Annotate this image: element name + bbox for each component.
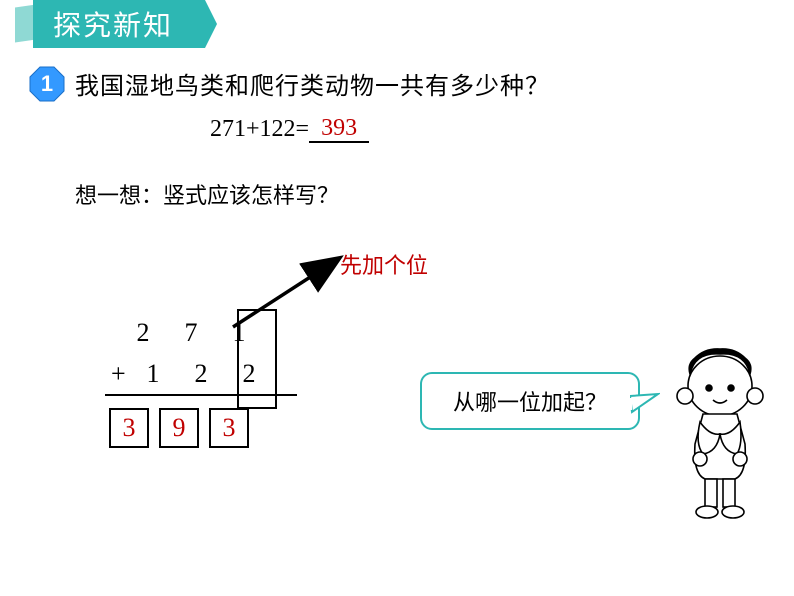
speech-text: 从哪一位加起？: [453, 385, 607, 417]
digit: 1: [129, 359, 177, 389]
girl-character-icon: [665, 344, 775, 524]
equation-blank: 393: [309, 115, 369, 143]
result-digit: 3: [209, 408, 249, 448]
plus-sign: +: [105, 359, 129, 389]
badge-number: 1: [41, 71, 53, 97]
header-title: 探究新知: [53, 4, 173, 44]
question-number-badge: 1: [28, 65, 66, 103]
ribbon-notch: [205, 0, 217, 48]
digit: 2: [177, 359, 225, 389]
result-row: 3 9 3: [109, 408, 297, 448]
digit: 7: [167, 318, 215, 348]
speech-tail-icon: [630, 392, 660, 416]
vertical-calculation: 2 7 1 + 1 2 2 3 9 3: [95, 312, 297, 448]
digit: 2: [119, 318, 167, 348]
ribbon-front: 探究新知: [33, 0, 205, 48]
ones-column-highlight: [237, 309, 277, 409]
equation: 271+122=393: [210, 115, 369, 143]
result-digit: 3: [109, 408, 149, 448]
sub-question: 想一想：竖式应该怎样写？: [75, 178, 339, 210]
equation-answer: 393: [314, 115, 364, 142]
equation-lhs: 271+122=: [210, 116, 309, 142]
main-question: 我国湿地鸟类和爬行类动物一共有多少种？: [75, 66, 550, 101]
result-digit: 9: [159, 408, 199, 448]
header-ribbon: 探究新知: [15, 0, 215, 48]
speech-bubble: 从哪一位加起？: [420, 372, 640, 430]
